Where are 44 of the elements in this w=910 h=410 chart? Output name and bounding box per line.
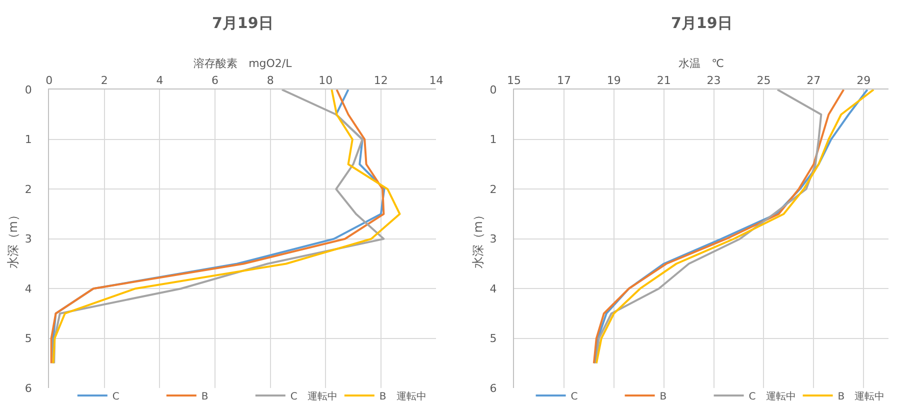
y-tick-label: 1 [490, 133, 497, 146]
y-axis-title: 水深（m） [471, 209, 486, 269]
x-tick-label: 10 [318, 74, 333, 88]
x-tick-label: 25 [756, 74, 771, 88]
legend-label: C 運転中 [290, 390, 338, 402]
x-tick-label: 29 [856, 74, 871, 88]
legend-label: B [201, 391, 208, 402]
y-tick-label: 4 [490, 282, 497, 296]
x-tick-label: 6 [212, 74, 219, 88]
x-axis-title: 水温 ℃ [678, 56, 724, 70]
y-tick-label: 4 [24, 282, 32, 296]
y-tick-label: 5 [490, 332, 497, 346]
y-tick-label: 3 [490, 232, 497, 246]
x-tick-label: 4 [156, 74, 164, 88]
y-axis-title: 水深（m） [6, 209, 20, 269]
y-tick-label: 0 [490, 83, 497, 96]
legend-label: B [660, 391, 667, 402]
y-tick-label: 6 [24, 382, 32, 395]
y-tick-label: 1 [24, 133, 32, 146]
y-tick-label: 0 [24, 83, 32, 96]
x-tick-label: 2 [100, 74, 108, 88]
x-tick-label: 23 [706, 74, 721, 88]
y-tick-label: 6 [490, 382, 497, 395]
x-tick-label: 8 [266, 74, 274, 88]
y-tick-label: 3 [24, 232, 32, 246]
x-tick-label: 19 [606, 74, 621, 88]
x-tick-label: 14 [429, 74, 444, 88]
x-tick-label: 27 [806, 74, 821, 88]
y-tick-label: 2 [24, 182, 32, 196]
x-tick-label: 21 [656, 74, 671, 88]
y-tick-label: 2 [490, 182, 497, 196]
x-tick-label: 0 [46, 74, 53, 88]
chart-title: 7月19日 [671, 14, 732, 32]
x-tick-label: 12 [374, 74, 388, 88]
x-axis-title: 溶存酸素 mgO2/L [194, 56, 293, 70]
y-tick-label: 5 [24, 332, 32, 346]
x-tick-label: 15 [507, 74, 522, 88]
legend-label: B 運転中 [838, 390, 885, 402]
legend-label: B 運転中 [379, 390, 426, 402]
legend-label: C [112, 391, 120, 402]
legend-label: C [570, 391, 578, 402]
chart-title: 7月19日 [212, 14, 274, 32]
x-tick-label: 17 [556, 74, 571, 88]
legend-label: C 運転中 [748, 390, 796, 402]
